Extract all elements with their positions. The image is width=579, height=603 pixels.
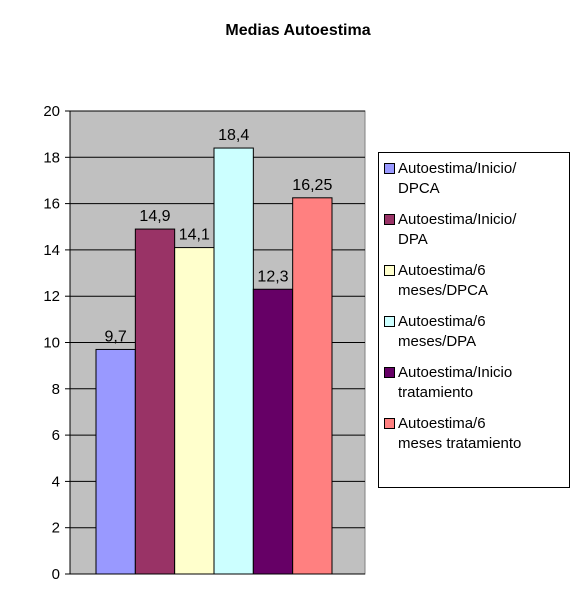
bar xyxy=(252,288,294,575)
bar xyxy=(95,348,136,575)
y-tick-label: 20 xyxy=(43,103,60,120)
legend-label: Autoestima/Inicio/ DPA xyxy=(398,211,517,248)
data-labels: 9,7 14,9 14,1 18,4 12,3 16,25 xyxy=(105,127,333,345)
legend-swatch xyxy=(384,418,395,429)
bar xyxy=(134,228,176,575)
data-label: 18,4 xyxy=(218,127,249,144)
y-tick-label: 16 xyxy=(43,196,60,213)
data-label: 16,25 xyxy=(292,177,332,194)
legend: Autoestima/Inicio/ DPCA Autoestima/Inicio… xyxy=(378,152,570,488)
legend-item: Autoestima/Inicio/ DPA xyxy=(384,210,565,250)
bar xyxy=(292,197,333,575)
legend-swatch xyxy=(384,163,395,174)
legend-label: Autoestima/6 meses/DPCA xyxy=(398,262,489,299)
legend-swatch xyxy=(384,214,395,225)
legend-label: Autoestima/Inicio/ DPCA xyxy=(398,160,517,197)
y-tick-label: 18 xyxy=(43,149,60,166)
bar xyxy=(174,247,215,575)
legend-label: Autoestima/6 meses tratamiento xyxy=(398,415,522,452)
y-tick-label: 8 xyxy=(52,381,60,398)
legend-swatch xyxy=(384,367,395,378)
bar xyxy=(213,147,254,575)
y-tick-label: 14 xyxy=(43,242,60,259)
bars xyxy=(95,147,333,575)
data-label: 12,3 xyxy=(257,268,288,285)
data-label: 9,7 xyxy=(105,328,127,345)
y-tick-label: 6 xyxy=(52,427,60,444)
legend-item: Autoestima/6 meses tratamiento xyxy=(384,414,565,454)
y-tick-label: 0 xyxy=(52,566,60,583)
legend-swatch xyxy=(384,316,395,327)
legend-item: Autoestima/Inicio tratamiento xyxy=(384,363,565,403)
legend-label: Autoestima/Inicio tratamiento xyxy=(398,364,513,401)
data-label: 14,9 xyxy=(139,208,170,225)
legend-item: Autoestima/6 meses/DPCA xyxy=(384,261,565,301)
y-tick-label: 10 xyxy=(43,335,60,352)
y-tick-label: 2 xyxy=(52,520,60,537)
legend-item: Autoestima/6 meses/DPA xyxy=(384,312,565,352)
axes: 0 2 4 6 8 10 12 14 16 18 20 xyxy=(43,103,365,583)
y-tick-label: 4 xyxy=(52,473,60,490)
data-label: 14,1 xyxy=(179,227,210,244)
legend-label: Autoestima/6 meses/DPA xyxy=(398,313,486,350)
y-tick-label: 12 xyxy=(43,288,60,305)
legend-item: Autoestima/Inicio/ DPCA xyxy=(384,159,565,199)
chart-title: Medias Autoestima xyxy=(225,22,370,39)
legend-swatch xyxy=(384,265,395,276)
